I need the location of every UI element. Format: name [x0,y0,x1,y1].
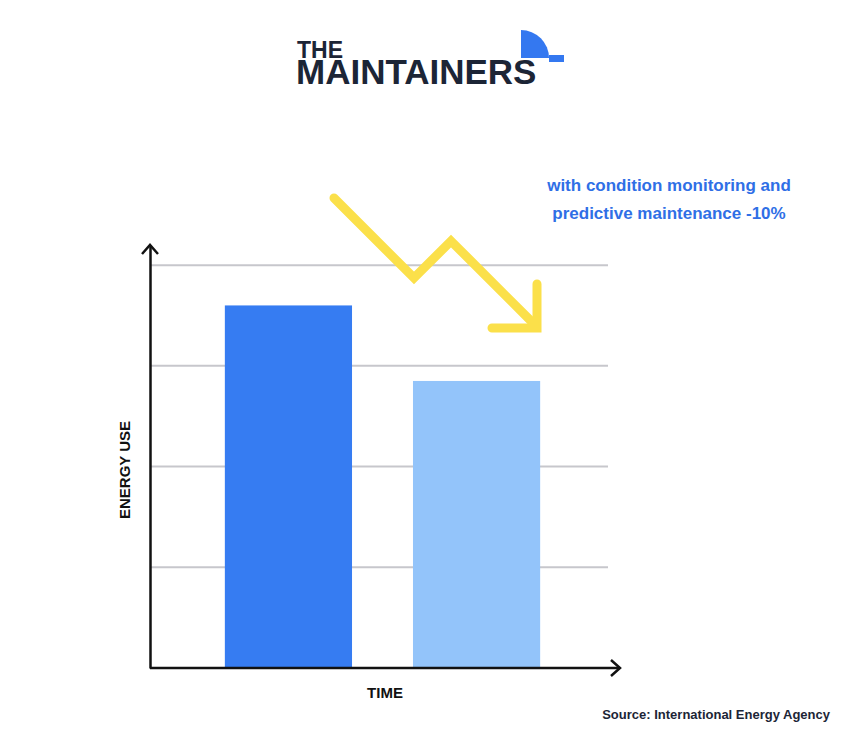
logo-line2: MAINTAINERS [296,52,536,91]
y-axis [150,246,152,669]
x-axis-title: TIME [367,684,403,701]
annotation-line: predictive maintenance -10% [552,204,785,223]
y-axis-title: ENERGY USE [116,421,133,519]
trend-arrow-head [492,284,537,328]
axis-arrows [142,245,620,676]
bar [225,305,352,668]
logo-icon [521,30,549,58]
grid-line [150,365,608,367]
x-axis [150,668,620,669]
bar [413,381,540,668]
bars [225,305,540,668]
chart: THEMAINTAINERS ENERGY USE TIME with conditi… [0,0,860,737]
annotation-line: with condition monitoring and [546,176,791,195]
y-arrowhead [142,245,158,254]
y-axis-line [149,246,152,669]
source: Source: International Energy Agency [602,707,831,722]
logo: THEMAINTAINERS [296,30,564,91]
annotation: with condition monitoring and predictive … [546,176,791,223]
x-arrowhead [611,660,620,676]
logo-icon-bar [549,55,564,62]
grid-line [150,264,608,266]
trend-arrow-line [334,198,535,325]
trend-arrow [334,198,537,328]
x-axis-line [150,667,620,670]
